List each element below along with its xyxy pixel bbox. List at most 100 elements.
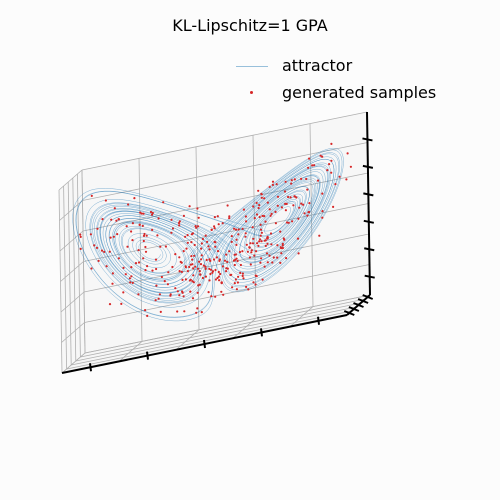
sample-point — [154, 258, 158, 261]
z-axis-line — [366, 111, 371, 296]
sample-point — [177, 221, 181, 225]
sample-point — [225, 253, 228, 256]
z-tick — [364, 274, 375, 279]
sample-point — [214, 241, 217, 244]
sample-point — [244, 232, 247, 235]
sample-point — [257, 206, 260, 210]
sample-point — [151, 269, 154, 272]
sample-point — [307, 166, 310, 169]
sample-point — [296, 237, 300, 240]
sample-point — [287, 221, 290, 224]
sample-point — [235, 243, 238, 246]
sample-point — [258, 238, 262, 241]
grid-line — [289, 306, 314, 327]
sample-point — [159, 310, 162, 313]
sample-point — [349, 165, 352, 168]
sample-point — [213, 216, 216, 219]
sample-point — [268, 185, 271, 188]
sample-point — [103, 250, 106, 253]
sample-point — [271, 183, 274, 186]
sample-point — [162, 201, 165, 204]
sample-point — [311, 164, 314, 167]
sample-point — [233, 282, 236, 285]
sample-point — [157, 217, 160, 220]
sample-point — [217, 270, 220, 274]
sample-point — [228, 250, 231, 253]
sample-point — [226, 260, 229, 263]
sample-point — [95, 246, 99, 249]
sample-point — [200, 247, 203, 250]
sample-point — [130, 230, 133, 233]
sample-point — [199, 263, 203, 266]
sample-point — [264, 244, 267, 247]
sample-point — [220, 290, 223, 293]
sample-point — [217, 223, 220, 226]
sample-point — [138, 223, 141, 226]
sample-point — [186, 270, 189, 273]
z-tick — [362, 164, 374, 169]
sample-point — [338, 175, 341, 178]
sample-point — [131, 281, 134, 284]
sample-point — [291, 220, 294, 223]
sample-point — [218, 259, 221, 262]
sample-point — [319, 154, 322, 157]
sample-point — [144, 250, 148, 253]
sample-point — [276, 244, 279, 247]
x-tick — [89, 363, 92, 372]
sample-point — [200, 242, 203, 245]
sample-point — [137, 261, 141, 264]
sample-point — [292, 204, 295, 207]
sample-point — [279, 246, 282, 249]
sample-point — [156, 234, 159, 237]
sample-point — [321, 210, 324, 213]
sample-point — [188, 205, 191, 208]
sample-point — [207, 291, 210, 294]
floor-pane — [62, 295, 370, 373]
sample-point — [231, 286, 234, 289]
grid-line — [61, 322, 85, 343]
sample-point — [209, 259, 212, 262]
sample-point — [202, 264, 205, 267]
sample-point — [90, 194, 93, 197]
sample-point — [198, 260, 201, 263]
sample-point — [264, 220, 267, 223]
sample-point — [186, 241, 189, 244]
sample-point — [241, 272, 244, 275]
sample-point — [140, 212, 143, 215]
sample-point — [194, 225, 197, 228]
sample-point — [210, 295, 213, 298]
sample-point — [151, 228, 154, 231]
sample-point — [108, 250, 111, 253]
sample-point — [117, 257, 120, 260]
sample-point — [213, 225, 216, 228]
sample-point — [131, 239, 134, 242]
sample-point — [242, 208, 245, 211]
sample-point — [248, 256, 251, 259]
sample-point — [276, 195, 280, 198]
sample-point — [257, 189, 260, 192]
sample-point — [225, 270, 228, 273]
sample-point — [316, 179, 320, 182]
sample-point — [195, 311, 198, 314]
sample-point — [259, 223, 262, 226]
grid-line — [84, 264, 370, 323]
sample-point — [235, 288, 238, 291]
sample-point — [257, 244, 260, 247]
sample-point — [196, 207, 199, 210]
sample-point — [174, 287, 177, 290]
sample-point — [142, 212, 145, 215]
sample-point — [232, 259, 236, 262]
sample-point — [214, 245, 217, 248]
sample-point — [113, 207, 116, 210]
sample-point — [269, 214, 272, 217]
sample-point — [223, 259, 227, 262]
sample-point — [258, 215, 261, 219]
sample-point — [209, 268, 213, 271]
sample-point — [210, 228, 213, 231]
z-tick — [362, 137, 373, 142]
sample-point — [154, 299, 157, 302]
sample-point — [126, 245, 129, 248]
sample-point — [129, 281, 132, 284]
sample-point — [269, 232, 273, 235]
sample-point — [197, 216, 200, 219]
